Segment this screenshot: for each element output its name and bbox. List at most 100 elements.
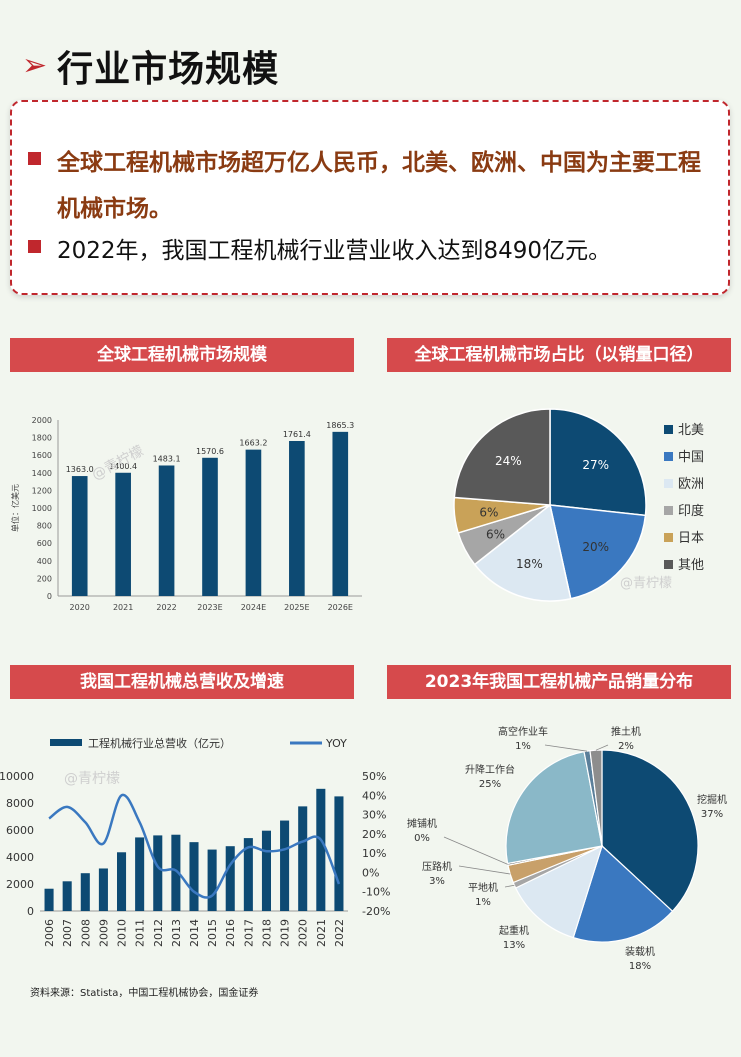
bar: [332, 431, 349, 596]
slice-label: 起重机: [499, 924, 529, 937]
data-label: 1400.4: [109, 462, 137, 471]
legend-swatch: [664, 506, 673, 515]
leader-line: [544, 744, 588, 752]
slice-label: 压路机: [422, 860, 452, 873]
bar: [71, 476, 88, 596]
bar: [171, 834, 181, 911]
slice-label: 18%: [516, 557, 543, 571]
x-tick-label: 2021: [113, 603, 133, 612]
x-tick-label: 2019: [279, 919, 292, 947]
source-note: 资料来源：Statista，中国工程机械协会，国金证券: [30, 988, 259, 999]
x-tick-label: 2010: [116, 919, 129, 947]
y2-tick-label: 10%: [362, 847, 386, 860]
y-tick-label: 600: [37, 539, 52, 548]
leader-line: [504, 884, 515, 888]
legend-swatch: [664, 452, 673, 461]
slice-label: 摊铺机: [407, 817, 437, 830]
bar: [280, 820, 290, 911]
y-tick-label: 2000: [6, 878, 34, 891]
slice-label: 27%: [582, 458, 609, 472]
x-tick-label: 2011: [134, 919, 147, 947]
y-tick-label: 800: [37, 522, 52, 531]
page-title: 行业市场规模: [57, 49, 280, 90]
data-label: 1865.3: [326, 421, 354, 430]
bar: [62, 881, 72, 911]
y2-tick-label: 0%: [362, 866, 379, 879]
y-tick-label: 0: [47, 592, 52, 601]
chart2-header: 全球工程机械市场占比（以销量口径）: [387, 338, 731, 372]
x-tick-label: 2012: [152, 919, 165, 947]
data-label: 1663.2: [239, 439, 267, 448]
pie-slice: [473, 503, 572, 602]
bar: [158, 465, 175, 596]
bar: [80, 873, 90, 911]
y2-tick-label: 30%: [362, 809, 386, 822]
y-tick-label: 10000: [0, 770, 34, 783]
y2-tick-label: 50%: [362, 770, 386, 783]
bar: [115, 472, 131, 596]
slice-label: 升降工作台: [465, 763, 515, 776]
x-tick-label: 2026E: [328, 603, 353, 612]
legend-swatch: [50, 739, 82, 746]
slice-value: 1%: [515, 741, 531, 752]
y-tick-label: 200: [37, 574, 52, 583]
y-axis-label: 单位：亿美元: [10, 484, 20, 532]
bar: [298, 806, 308, 911]
global-market-bar-chart: 0 200 400 600 800 1000 1200 1400 1600 1800 2000 单位：…: [10, 416, 362, 612]
y-tick-label: 1000: [32, 504, 52, 513]
data-label: 1363.0: [66, 465, 94, 474]
summary-box: 全球工程机械市场超万亿人民币，北美、欧洲、中国为主要工程机械市场。 2022年，…: [10, 100, 730, 295]
x-tick-label: 2018: [260, 919, 273, 947]
legend-label: 印度: [678, 503, 704, 519]
x-tick-label: 2017: [242, 919, 255, 947]
pie-slice: [549, 408, 647, 517]
y-tick-label: 1600: [32, 451, 52, 460]
pie-slice: [572, 844, 674, 943]
bar: [243, 838, 253, 911]
leader-line: [458, 865, 511, 875]
bullet-square-icon: [28, 152, 41, 165]
y-tick-label: 8000: [6, 797, 34, 810]
bar: [316, 788, 326, 911]
bullet-square-icon: [28, 240, 41, 253]
x-tick-label: 2007: [61, 919, 74, 947]
y-tick-label: 400: [37, 557, 52, 566]
legend-label: YOY: [325, 737, 347, 750]
yoy-line: [48, 793, 341, 899]
pie-slice: [601, 749, 699, 913]
bar: [225, 846, 235, 911]
legend-label: 北美: [678, 423, 704, 438]
data-label: 1570.6: [196, 447, 224, 456]
chart1-header: 全球工程机械市场规模: [10, 338, 354, 372]
legend-label: 其他: [678, 558, 704, 573]
legend-label: 日本: [678, 531, 704, 546]
legend-swatch: [664, 560, 673, 569]
x-tick-label: 2009: [97, 919, 110, 947]
bar: [202, 457, 218, 596]
pie-slice: [549, 504, 647, 600]
product-sales-pie-chart: 挖掘机 37% 装载机 18% 起重机 13% 平地机 1% 压路机 3% 摊铺机 0% 升降工作台 25…: [407, 725, 727, 972]
bar: [153, 835, 163, 911]
slice-value: 3%: [429, 876, 445, 887]
watermark: @青柠檬: [620, 576, 672, 591]
slice-value: 0%: [414, 833, 430, 844]
y-tick-label: 1400: [32, 469, 52, 478]
leader-line: [595, 744, 609, 751]
y2-tick-label: -20%: [362, 905, 390, 918]
slice-label: 挖掘机: [697, 793, 727, 806]
y2-tick-label: -10%: [362, 886, 390, 899]
data-label: 1483.1: [153, 454, 181, 463]
y-tick-label: 1800: [32, 434, 52, 443]
x-tick-label: 2014: [188, 919, 201, 947]
bar: [117, 852, 127, 911]
x-tick-label: 2008: [79, 919, 92, 947]
legend-swatch: [664, 479, 673, 488]
pie-slice: [514, 844, 603, 939]
slice-label: 6%: [486, 527, 505, 541]
bar: [207, 849, 217, 911]
y-tick-label: 6000: [6, 824, 34, 837]
bar: [44, 888, 54, 911]
bar: [261, 830, 271, 911]
x-tick-label: 2024E: [241, 603, 266, 612]
